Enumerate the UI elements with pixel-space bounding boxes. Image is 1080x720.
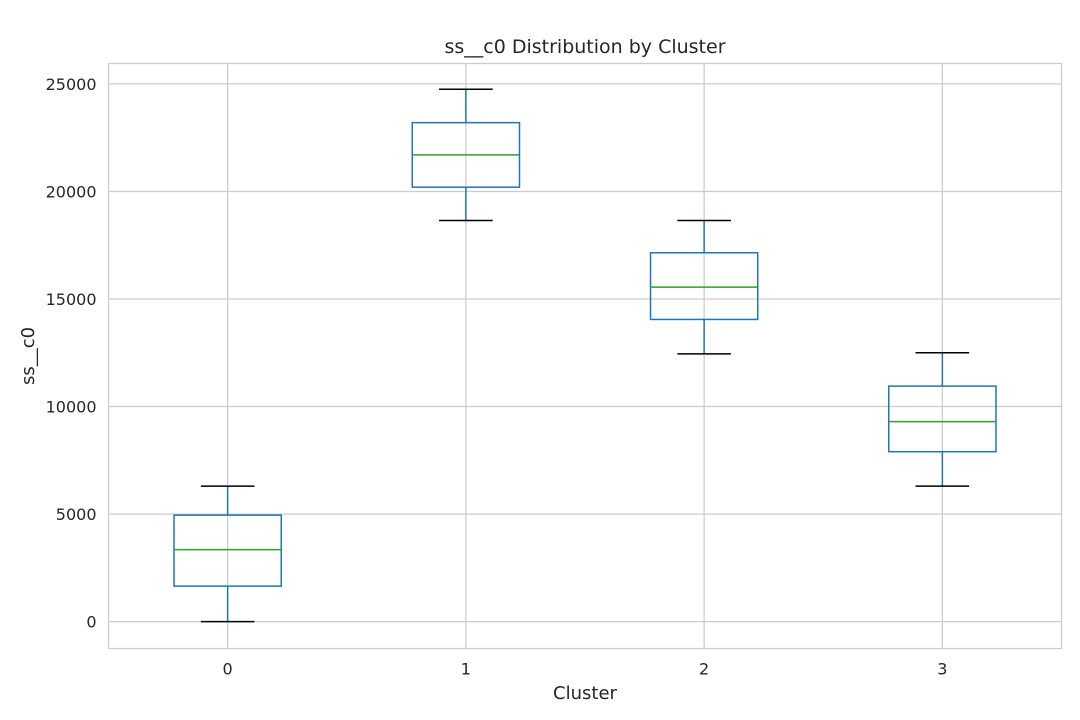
x-axis-title: Cluster	[553, 683, 617, 704]
iqr-box	[173, 514, 282, 587]
box-cluster-3	[888, 352, 997, 487]
plot-frame	[107, 62, 1063, 650]
chart-title: ss__c0 Distribution by Cluster	[444, 36, 725, 58]
y-tick-label: 25000	[46, 75, 97, 94]
y-tick-label: 15000	[46, 290, 97, 309]
iqr-box	[649, 252, 759, 321]
y-tick-label: 5000	[56, 505, 97, 524]
x-tick-label: 3	[937, 660, 947, 679]
box-cluster-1	[411, 88, 521, 222]
x-axis-ticks: 0 1 2 3	[223, 660, 948, 679]
x-tick-label: 1	[461, 660, 471, 679]
box-cluster-2	[649, 219, 759, 355]
iqr-box	[888, 385, 997, 453]
boxes	[173, 88, 997, 623]
y-axis-title: ss__c0	[18, 327, 39, 385]
y-tick-label: 0	[86, 613, 96, 632]
x-tick-label: 0	[223, 660, 233, 679]
y-tick-label: 20000	[46, 182, 97, 201]
x-tick-label: 2	[699, 660, 709, 679]
y-axis-ticks: 0 5000 10000 15000 20000 25000	[46, 75, 97, 632]
y-tick-label: 10000	[46, 398, 97, 417]
box-cluster-0	[173, 485, 282, 623]
grid-lines	[108, 63, 1062, 649]
